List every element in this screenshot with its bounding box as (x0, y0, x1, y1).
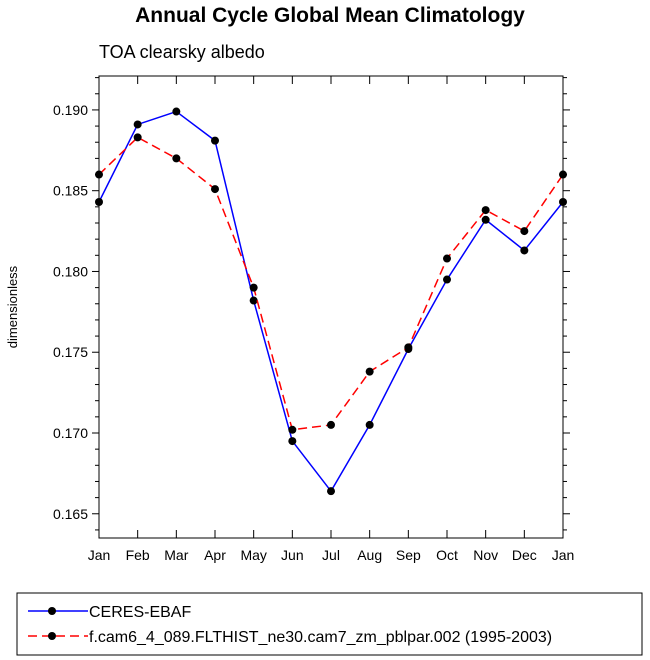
y-tick-label: 0.185 (53, 183, 88, 199)
data-point (133, 120, 142, 129)
y-tick-label: 0.165 (53, 506, 88, 522)
y-tick-label: 0.190 (53, 102, 88, 118)
y-tick-label: 0.175 (53, 344, 88, 360)
series-line-0 (98, 110, 564, 493)
x-tick-label: Feb (126, 547, 150, 563)
data-point (211, 185, 219, 194)
x-axis: Jan Feb Mar Apr May Jun Jul Aug Sep Oct Nov Dec Jan (88, 76, 575, 563)
data-point (95, 170, 103, 179)
series-line-1 (98, 136, 564, 431)
data-point (481, 206, 490, 215)
x-tick-label: Jun (281, 547, 304, 563)
legend: CERES-EBAF f.cam6_4_089.FLTHIST_ne30.cam7… (28, 604, 552, 646)
data-point (481, 215, 490, 224)
data-point (404, 343, 413, 352)
data-point (249, 296, 258, 305)
y-tick-label: 0.170 (53, 425, 88, 441)
legend-marker (48, 607, 56, 615)
data-point (249, 283, 258, 292)
x-tick-label: Sep (396, 547, 421, 563)
data-point (365, 367, 374, 376)
x-tick-label: Jan (88, 547, 111, 563)
series-layer (95, 107, 567, 496)
data-point (172, 154, 181, 163)
x-tick-label: May (240, 547, 266, 563)
x-tick-label: Nov (473, 547, 498, 563)
data-point (520, 246, 529, 255)
data-point (443, 254, 451, 263)
legend-marker (48, 632, 56, 640)
y-axis-label: dimensionless (5, 265, 20, 348)
data-point (443, 275, 451, 284)
data-point (288, 425, 297, 434)
data-point (327, 487, 335, 496)
data-point (172, 107, 181, 116)
chart-subtitle: TOA clearsky albedo (99, 42, 265, 62)
x-tick-label: Apr (204, 547, 226, 563)
x-tick-label: Jul (322, 547, 340, 563)
legend-box (16, 592, 643, 656)
y-tick-label: 0.180 (53, 263, 88, 279)
data-point (520, 227, 529, 236)
data-point (327, 420, 335, 429)
data-point (559, 198, 567, 206)
data-point (365, 420, 374, 429)
x-tick-label: Aug (357, 547, 382, 563)
legend-label-1: f.cam6_4_089.FLTHIST_ne30.cam7_zm_pblpar… (89, 629, 552, 646)
data-point (288, 437, 297, 446)
chart-title: Annual Cycle Global Mean Climatology (135, 4, 525, 27)
x-tick-label: Oct (436, 547, 458, 563)
plot-frame (98, 75, 564, 539)
data-point (559, 170, 567, 179)
x-tick-label: Jan (552, 547, 575, 563)
data-point (211, 136, 219, 145)
data-point (95, 198, 103, 206)
y-axis: 0.165 0.170 0.175 0.180 0.185 0.190 (53, 77, 570, 531)
data-point (133, 133, 142, 142)
x-tick-label: Dec (512, 547, 537, 563)
legend-label-0: CERES-EBAF (89, 604, 191, 621)
x-tick-label: Mar (164, 547, 188, 563)
